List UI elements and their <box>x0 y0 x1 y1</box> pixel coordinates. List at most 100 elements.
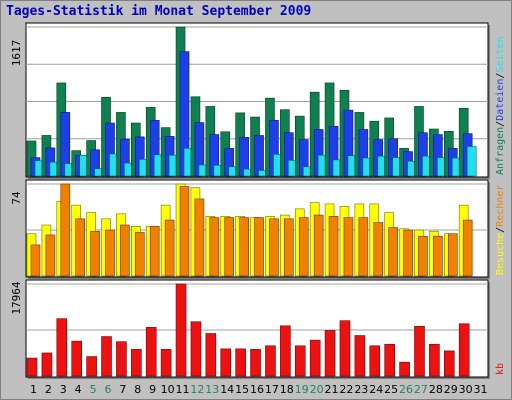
bar-kb-day-21 <box>324 330 336 377</box>
x-tick-day-14: 14 <box>220 383 234 396</box>
x-tick-day-22: 22 <box>339 383 353 396</box>
x-tick-day-13: 13 <box>205 383 219 396</box>
bar-kb-day-6 <box>101 336 112 377</box>
chart-title: Tages-Statistik im Monat September 2009 <box>6 4 312 19</box>
x-tick-day-30: 30 <box>459 383 473 396</box>
bar-kb-day-1 <box>26 357 38 377</box>
series-legend-bottom: kb <box>495 363 506 375</box>
bar-rechner-day-12 <box>194 198 205 277</box>
x-tick-day-24: 24 <box>369 383 383 396</box>
x-tick-day-20: 20 <box>310 383 324 396</box>
bar-kb-day-13 <box>205 333 217 377</box>
legend-dateien: Dateien <box>495 79 506 121</box>
x-axis-labels: 1 2 3 4 5 6 7 8 9 10 11 12 13 14 15 16 17 18 19 20 21 22 23 24 2… <box>30 383 488 396</box>
x-tick-day-19: 19 <box>295 383 309 396</box>
x-tick-day-29: 29 <box>444 383 458 396</box>
x-tick-day-17: 17 <box>265 383 279 396</box>
x-tick-day-11: 11 <box>175 383 189 396</box>
bar-kb-day-9 <box>145 327 157 377</box>
bar-rechner-day-24 <box>373 222 384 277</box>
bar-rechner-day-11 <box>179 186 190 277</box>
bar-rechner-day-7 <box>120 224 130 277</box>
x-tick-day-10: 10 <box>161 383 175 396</box>
x-tick-day-2: 2 <box>45 383 52 396</box>
bar-rechner-day-21 <box>328 216 339 277</box>
bar-kb-day-27 <box>414 326 425 377</box>
legend-rechner: Rechner <box>495 185 506 227</box>
bar-kb-day-8 <box>131 349 142 377</box>
bar-rechner-day-19 <box>298 217 309 277</box>
bar-rechner-day-2 <box>45 234 56 277</box>
x-tick-day-3: 3 <box>60 383 67 396</box>
series-legend-middle: Besuche/Rechner <box>495 185 506 275</box>
legend-slash: / <box>495 121 506 127</box>
bar-kb-day-30 <box>458 323 470 377</box>
bar-kb-day-7 <box>116 341 127 377</box>
bar-kb-day-5 <box>86 356 97 377</box>
x-tick-day-4: 4 <box>75 383 82 396</box>
x-tick-day-16: 16 <box>250 383 264 396</box>
bar-rechner-day-18 <box>284 218 294 277</box>
bar-kb-day-12 <box>190 321 202 377</box>
bar-kb-day-18 <box>280 325 291 377</box>
legend-kb: kb <box>495 363 506 375</box>
bar-rechner-day-20 <box>313 214 324 277</box>
x-tick-day-8: 8 <box>134 383 141 396</box>
bar-kb-day-22 <box>339 320 351 377</box>
x-tick-day-5: 5 <box>90 383 97 396</box>
chart-panel-3: 17964 kb <box>10 279 506 379</box>
bar-kb-day-26 <box>399 361 410 377</box>
x-tick-day-23: 23 <box>354 383 368 396</box>
x-tick-day-25: 25 <box>384 383 398 396</box>
bar-kb-day-3 <box>56 318 68 377</box>
bar-kb-day-10 <box>160 349 172 377</box>
bar-rechner-day-23 <box>358 217 369 277</box>
y-axis-max-label: 17964 <box>10 281 23 314</box>
legend-slash: / <box>495 227 506 233</box>
bar-rechner-day-1 <box>30 244 41 277</box>
bar-rechner-day-6 <box>105 229 115 277</box>
bar-rechner-day-29 <box>447 233 458 277</box>
bar-rechner-day-4 <box>75 218 86 277</box>
x-tick-day-15: 15 <box>235 383 249 396</box>
bar-rechner-day-9 <box>149 225 160 277</box>
y-axis-max-label: 74 <box>10 191 23 205</box>
x-tick-day-7: 7 <box>119 383 126 396</box>
bar-kb-day-24 <box>369 345 381 377</box>
x-tick-day-21: 21 <box>325 383 339 396</box>
bar-rechner-day-16 <box>254 217 264 277</box>
bar-rechner-day-17 <box>269 218 279 277</box>
x-tick-day-9: 9 <box>149 383 156 396</box>
bar-rechner-day-3 <box>60 183 71 277</box>
bar-kb-day-14 <box>220 348 232 377</box>
x-tick-day-1: 1 <box>30 383 37 396</box>
legend-seiten: Seiten <box>495 36 506 72</box>
bar-rechner-day-15 <box>239 217 249 277</box>
bar-kb-day-2 <box>41 352 53 377</box>
bar-kb-day-17 <box>265 345 276 377</box>
bar-kb-day-28 <box>429 343 440 377</box>
bar-rechner-day-14 <box>224 217 235 277</box>
bar-kb-day-23 <box>354 335 366 377</box>
series-legend-top: Anfragen/Dateien/Seiten <box>495 36 506 175</box>
x-tick-day-27: 27 <box>414 383 428 396</box>
x-tick-day-26: 26 <box>399 383 413 396</box>
bar-rechner-day-22 <box>343 217 354 277</box>
chart-panel-2: 74 Besuche/Rechner <box>10 179 506 279</box>
bar-rechner-day-10 <box>164 219 175 277</box>
bar-kb-day-15 <box>235 348 246 377</box>
bar-rechner-day-8 <box>135 232 145 277</box>
bar-rechner-day-28 <box>433 235 443 277</box>
bar-kb-day-16 <box>250 349 261 377</box>
bar-kb-day-20 <box>309 339 321 377</box>
bar-seiten-day-30 <box>466 146 477 177</box>
legend-besuche: Besuche <box>495 233 506 275</box>
legend-anfragen: Anfragen <box>495 127 506 175</box>
bar-rechner-day-26 <box>403 229 413 277</box>
bar-kb-day-4 <box>71 340 83 377</box>
x-tick-day-28: 28 <box>429 383 443 396</box>
bar-kb-day-11 <box>175 283 187 377</box>
x-tick-day-18: 18 <box>280 383 294 396</box>
